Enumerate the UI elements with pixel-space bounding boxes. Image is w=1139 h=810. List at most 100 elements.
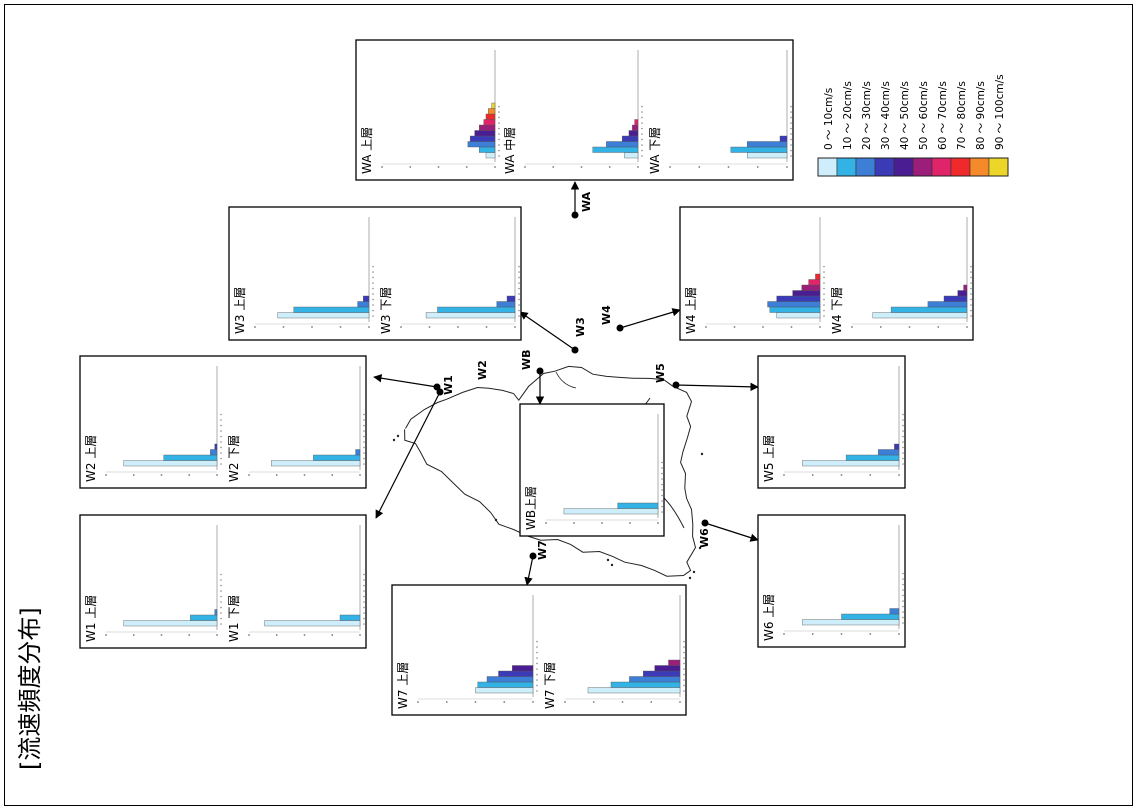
histogram-panel: WB上層 — [524, 414, 663, 530]
bin-tick — [363, 441, 365, 443]
histogram-bar — [592, 146, 639, 153]
bin-tick — [498, 111, 500, 113]
bin-tick — [220, 441, 222, 443]
river-line — [555, 371, 577, 389]
bin-tick — [902, 413, 904, 416]
bin-tick — [641, 138, 643, 141]
axis-tick — [698, 166, 701, 168]
panel-title: W4 下層 — [830, 287, 844, 334]
histogram-bar — [277, 312, 370, 319]
bin-tick — [823, 276, 825, 279]
legend-label: 70 ～ 80cm/s — [956, 81, 968, 150]
islet-dot — [698, 546, 702, 550]
bin-tick — [823, 304, 825, 306]
histogram-bar — [210, 449, 218, 456]
axis-tick — [756, 166, 759, 168]
bin-tick — [363, 413, 365, 416]
islet-dot — [700, 452, 704, 456]
axis-tick — [303, 474, 306, 476]
station-arrow — [704, 522, 759, 542]
bin-tick — [220, 606, 222, 609]
histogram-bar — [363, 295, 370, 302]
axis-tick — [545, 522, 547, 524]
histogram-bar — [475, 687, 534, 694]
station-label: W7 — [536, 540, 549, 560]
histogram-bar — [769, 306, 821, 313]
bin-tick — [372, 282, 374, 284]
bin-tick — [220, 573, 222, 576]
bin-tick — [902, 600, 904, 602]
histogram-panel: W5 上層 — [762, 366, 904, 482]
bin-tick — [363, 419, 365, 421]
bin-tick — [498, 122, 500, 124]
bin-tick — [902, 441, 904, 443]
bin-tick — [683, 690, 685, 692]
histogram-bar — [478, 124, 496, 131]
histogram-panel: W7 上層 — [396, 595, 538, 709]
bin-tick — [902, 616, 904, 619]
histogram-bar — [123, 460, 218, 467]
axis-tick — [898, 474, 900, 476]
legend-swatch — [912, 157, 933, 177]
station-panel-box — [391, 584, 687, 716]
bin-tick — [641, 144, 643, 146]
histogram-bar — [488, 108, 496, 115]
axis-tick — [339, 326, 342, 328]
bin-tick — [363, 430, 365, 432]
axis-tick — [898, 633, 900, 635]
bin-tick — [683, 668, 685, 670]
bin-tick — [790, 149, 792, 152]
bin-tick — [372, 315, 374, 317]
axis-tick — [811, 633, 814, 635]
velocity-legend: 0 ～ 10cm/s 10 ～ 20cm/s 20 ～ 30cm/s 30 ～ 40c… — [817, 74, 1009, 177]
bin-tick — [498, 138, 500, 141]
bin-tick — [683, 646, 685, 648]
histogram-bar — [624, 152, 639, 159]
axis-tick — [303, 634, 306, 636]
histogram-bar — [469, 135, 496, 142]
panel-title: W3 上層 — [233, 287, 247, 334]
panel-title: W5 上層 — [762, 435, 776, 482]
bin-tick — [518, 265, 520, 268]
bin-tick — [220, 430, 222, 432]
bin-tick — [363, 452, 365, 454]
legend-swatch — [874, 157, 895, 177]
bin-tick — [661, 500, 663, 502]
axis-tick — [254, 326, 256, 328]
bin-tick — [363, 617, 365, 620]
histogram-bar — [872, 312, 968, 319]
histogram-bar — [845, 454, 900, 461]
panel-title: WB上層 — [524, 486, 538, 530]
legend-swatch — [988, 157, 1009, 177]
station-label: W4 — [600, 305, 613, 325]
axis-tick — [132, 474, 135, 476]
legend-label: 20 ～ 30cm/s — [861, 81, 873, 150]
bin-tick — [661, 494, 663, 497]
axis-tick — [160, 634, 163, 636]
bin-tick — [518, 304, 520, 306]
legend-label: 80 ～ 90cm/s — [975, 81, 987, 150]
axis-tick — [783, 633, 785, 635]
bin-tick — [970, 298, 972, 301]
histogram-bar — [815, 273, 821, 280]
bin-tick — [790, 105, 792, 108]
bin-tick — [661, 472, 663, 475]
axis-tick — [811, 474, 814, 476]
legend-swatch — [931, 157, 952, 177]
bin-tick — [372, 293, 374, 295]
legend-border — [817, 157, 1009, 177]
histogram-bar — [747, 152, 788, 159]
station-panel-box — [757, 355, 906, 489]
legend-label: 50 ～ 60cm/s — [918, 81, 930, 150]
islet-dot — [606, 558, 610, 562]
bin-tick — [641, 133, 643, 135]
bin-tick — [498, 149, 500, 152]
panel-title: W2 下層 — [227, 435, 241, 482]
bin-tick — [498, 155, 500, 157]
histogram-bar — [587, 687, 681, 694]
bin-tick — [363, 595, 365, 598]
axis-tick — [311, 326, 313, 328]
histogram-bar — [634, 119, 639, 126]
axis-tick — [733, 326, 736, 328]
station-label: WA — [580, 191, 593, 212]
